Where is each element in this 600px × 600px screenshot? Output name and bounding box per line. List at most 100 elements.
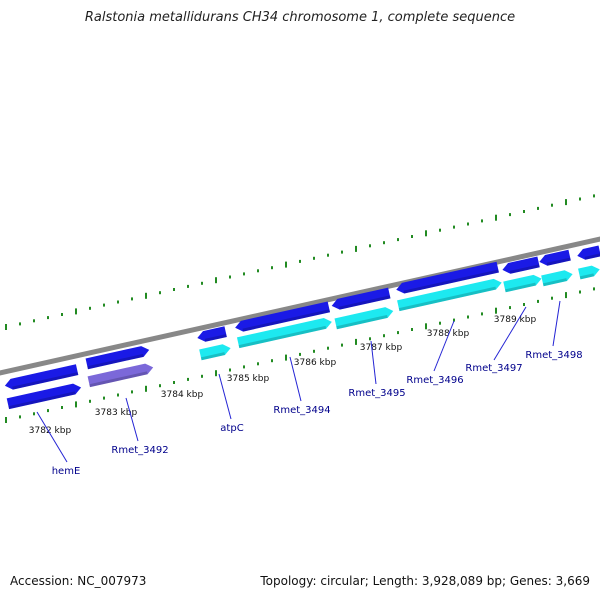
inner-tick-mark (313, 349, 315, 353)
gene-arrow (85, 346, 150, 370)
outer-tick-mark (159, 291, 161, 295)
outer-tick-mark (383, 241, 385, 245)
inner-tick-mark (355, 338, 357, 345)
inner-tick-mark (33, 412, 35, 416)
inner-tick-mark (271, 359, 273, 363)
inner-tick-mark (537, 299, 539, 303)
outer-tick-mark (551, 203, 553, 207)
outer-tick-mark (271, 266, 273, 270)
scale-label: 3789 kbp (494, 315, 537, 325)
inner-tick-mark (327, 346, 329, 350)
inner-tick-mark (173, 381, 175, 384)
outer-tick-mark (411, 235, 413, 238)
scale-label: 3786 kbp (294, 358, 337, 368)
inner-tick-mark (201, 374, 203, 378)
inner-tick-mark (495, 307, 497, 314)
gene-arrow (235, 301, 331, 332)
inner-tick-mark (481, 312, 483, 316)
scale-label: 3785 kbp (227, 374, 270, 384)
outer-tick-mark (579, 197, 581, 201)
outer-tick-mark (355, 245, 357, 252)
scale-labels: 3782 kbp 3783 kbp 3784 kbp 3785 kbp 3786 kbp… (29, 315, 537, 436)
inner-tick-mark (383, 334, 385, 338)
outer-tick-mark (145, 292, 147, 299)
gene-arrow (539, 249, 571, 266)
inner-tick-mark (509, 306, 511, 310)
gene-label-leader (125, 397, 139, 442)
outer-tick-mark (313, 256, 315, 260)
inner-tick-mark (411, 328, 413, 331)
outer-tick-mark (33, 319, 35, 323)
gene-label-leader (36, 411, 68, 463)
inner-tick-mark (145, 385, 147, 392)
gene-label: Rmet_3494 (273, 405, 330, 416)
inner-tick-mark (215, 370, 217, 377)
scale-label: 3782 kbp (29, 426, 72, 436)
outer-tick-mark (509, 213, 511, 217)
inner-tick-mark (565, 292, 567, 299)
inner-tick-mark (75, 401, 77, 408)
gene-label-leader (433, 320, 455, 372)
gene-arrow (503, 274, 542, 293)
outer-tick-mark (285, 261, 287, 268)
gene-label: Rmet_3492 (111, 445, 168, 456)
inner-tick-mark (89, 399, 91, 403)
inner-tick-mark (397, 331, 399, 335)
gene-features (4, 245, 600, 410)
gene-arrow (334, 307, 394, 330)
outer-tick-mark (75, 308, 77, 315)
inner-tick-mark (439, 321, 441, 325)
inner-tick-mark (131, 390, 133, 394)
scale-label: 3788 kbp (427, 329, 470, 339)
outer-tick-mark (201, 281, 203, 285)
scale-label: 3783 kbp (95, 408, 138, 418)
gene-arrow (578, 265, 600, 280)
outer-tick-mark (19, 322, 21, 326)
inner-tick-mark (47, 409, 49, 413)
gene-arrow (6, 383, 82, 410)
map-title: Ralstonia metallidurans CH34 chromosome … (84, 10, 516, 25)
inner-tick-mark (243, 365, 245, 369)
inner-tick-mark (523, 303, 525, 306)
outer-tick-mark (47, 316, 49, 320)
inner-tick-mark (369, 337, 371, 341)
gene-arrow (87, 363, 154, 388)
outer-tick-mark (215, 277, 217, 284)
inner-tick-mark (551, 296, 553, 300)
gene-label: Rmet_3497 (465, 363, 522, 374)
gene-label-leader (552, 300, 561, 347)
gene-arrow (199, 344, 231, 361)
inner-tick-mark (5, 417, 7, 423)
outer-tick-ring (5, 194, 595, 330)
gene-arrow (396, 261, 499, 294)
inner-tick-mark (19, 415, 21, 419)
gene-label: hemE (52, 466, 81, 477)
inner-tick-mark (229, 368, 231, 372)
gene-arrow (331, 287, 391, 310)
topology-summary: Topology: circular; Length: 3,928,089 bp… (260, 574, 590, 588)
scale-label: 3787 kbp (360, 343, 403, 353)
outer-tick-mark (467, 222, 469, 226)
inner-tick-mark (453, 318, 455, 322)
outer-tick-mark (117, 300, 119, 304)
outer-tick-mark (229, 275, 231, 279)
outer-tick-mark (299, 259, 301, 263)
inner-tick-mark (593, 287, 595, 291)
gene-label-leader (218, 373, 232, 420)
outer-tick-mark (5, 324, 7, 330)
outer-tick-mark (103, 303, 105, 307)
outer-tick-mark (173, 288, 175, 291)
gene-labels: hemERmet_3492atpCRmet_3494Rmet_3495Rmet_… (36, 300, 583, 477)
outer-tick-mark (495, 214, 497, 221)
gene-arrow (502, 256, 540, 274)
gene-label: Rmet_3495 (348, 388, 405, 399)
outer-tick-mark (453, 225, 455, 229)
gene-arrow (577, 245, 600, 260)
gene-arrow (541, 270, 573, 287)
inner-tick-mark (425, 323, 427, 330)
outer-tick-mark (187, 284, 189, 288)
outer-tick-mark (369, 244, 371, 248)
accession-text: Accession: NC_007973 (10, 574, 147, 588)
gene-label-leader (493, 306, 527, 361)
outer-tick-mark (243, 272, 245, 276)
